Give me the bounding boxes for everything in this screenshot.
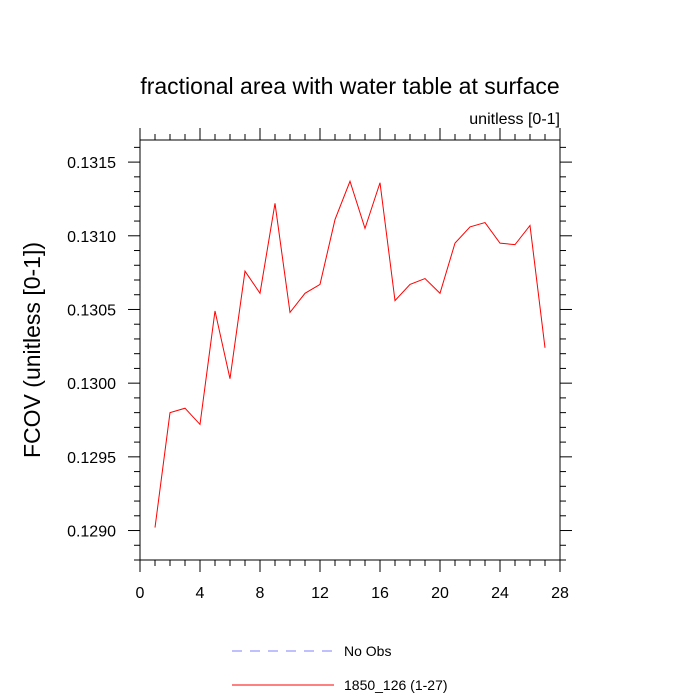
y-tick-label: 0.1290 (67, 524, 116, 541)
x-tick-label: 20 (431, 585, 449, 602)
x-tick-label: 28 (551, 585, 569, 602)
y-tick-label: 0.1310 (67, 229, 116, 246)
x-tick-label: 0 (136, 585, 145, 602)
x-tick-label: 16 (371, 585, 389, 602)
plot-area (154, 179, 546, 528)
x-tick-label: 8 (256, 585, 265, 602)
y-tick-label: 0.1315 (67, 155, 116, 172)
x-tick-label: 24 (491, 585, 509, 602)
legend-label: No Obs (344, 643, 391, 659)
legend: No Obs 1850_126 (1-27) (232, 643, 448, 693)
series-line (154, 179, 546, 528)
x-tick-label: 12 (311, 585, 329, 602)
y-tick-label: 0.1305 (67, 302, 116, 319)
x-tick-label: 4 (196, 585, 205, 602)
chart-title: fractional area with water table at surf… (140, 73, 559, 99)
chart-subtitle: unitless [0-1] (469, 111, 560, 128)
y-axis-label: FCOV (unitless [0-1]) (19, 242, 45, 458)
plot-frame (139, 139, 561, 561)
legend-label: 1850_126 (1-27) (344, 677, 448, 693)
axis-ticks: 0 4 8 12 16 20 24 28 0.1290 0.1295 0.1300 0.1305 0.1… (67, 128, 572, 602)
y-tick-label: 0.1300 (67, 376, 116, 393)
y-tick-label: 0.1295 (67, 450, 116, 467)
